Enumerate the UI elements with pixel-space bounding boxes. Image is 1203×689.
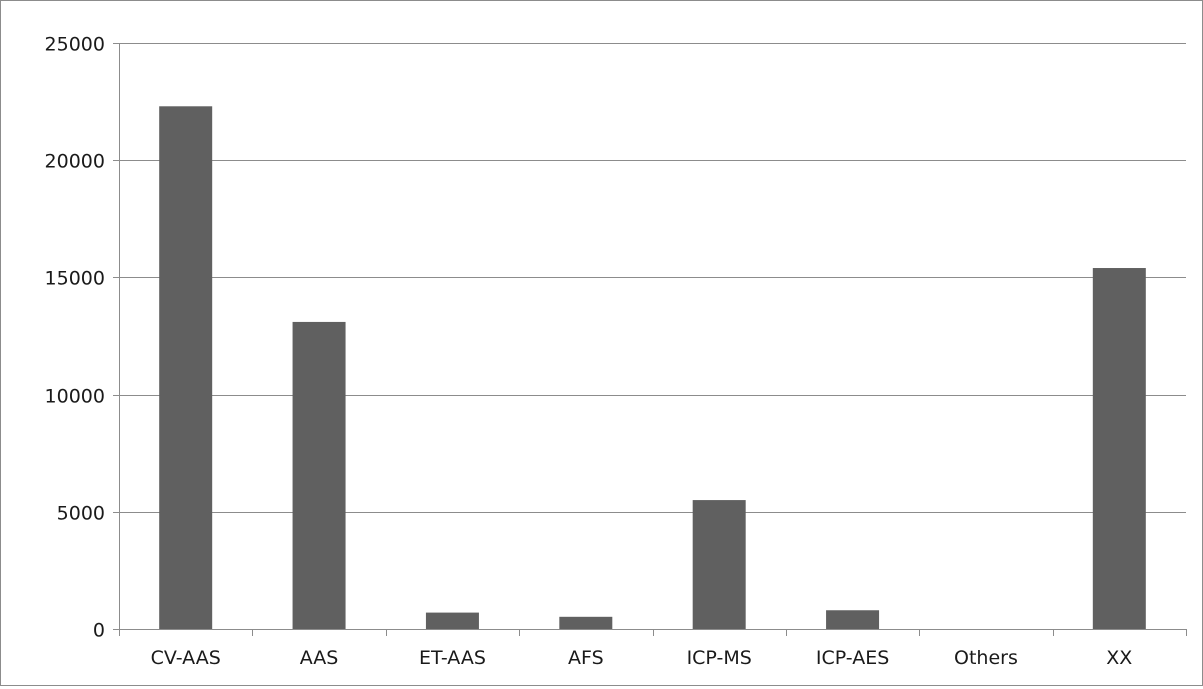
y-tick-label: 10000	[45, 386, 105, 408]
bar-cv-aas	[159, 106, 213, 629]
bar-icp-ms	[692, 500, 746, 629]
y-tick-label: 5000	[57, 503, 105, 525]
bar-et-aas	[425, 612, 479, 629]
y-tick-label: 20000	[45, 151, 105, 173]
x-tick-label: ICP-AES	[816, 647, 889, 669]
bar-afs	[559, 616, 613, 629]
bars	[159, 106, 1146, 629]
gridlines	[119, 43, 1186, 513]
bar-icp-aes	[826, 610, 880, 629]
y-tick-label: 25000	[45, 34, 105, 56]
axes	[113, 43, 1187, 636]
y-tick-label: 15000	[45, 268, 105, 290]
x-tick-label: AAS	[300, 647, 339, 669]
x-tick-label: XX	[1106, 647, 1132, 669]
x-tick-label: Others	[954, 647, 1018, 669]
y-tick-labels: 0 5000 10000 15000 20000 25000	[45, 34, 105, 642]
x-tick-label: ET-AAS	[419, 647, 486, 669]
bar-xx	[1092, 268, 1146, 629]
bar-aas	[292, 321, 346, 629]
y-tick-label: 0	[93, 620, 105, 642]
x-tick-label: CV-AAS	[151, 647, 221, 669]
x-tick-label: ICP-MS	[687, 647, 752, 669]
x-tick-label: AFS	[568, 647, 604, 669]
x-tick-labels: CV-AAS AAS ET-AAS AFS ICP-MS ICP-AES Others XX	[151, 647, 1133, 669]
